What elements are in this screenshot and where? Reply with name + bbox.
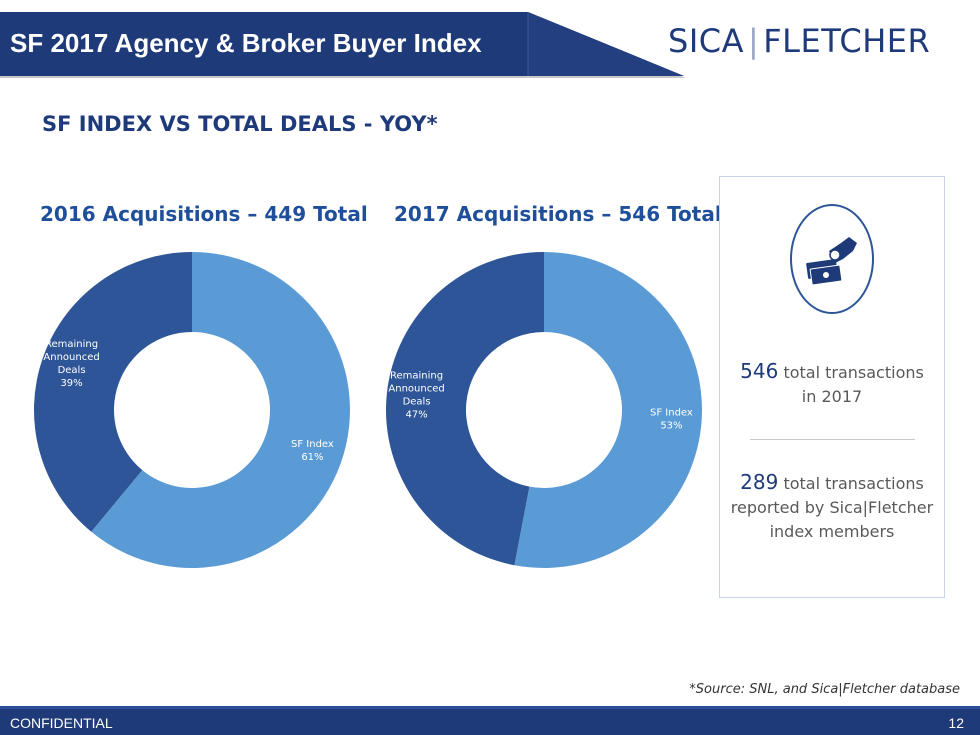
stats-card: 546 total transactions in 2017 289 total…: [719, 176, 945, 598]
page-number: 12: [948, 715, 964, 731]
chart-title-2017: 2017 Acquisitions – 546 Total: [394, 202, 722, 226]
donut-chart-2016: SF Index 61% Remaining Announced Deals 39%: [34, 252, 350, 568]
chart-title-2016: 2016 Acquisitions – 449 Total: [40, 202, 368, 226]
donut-chart-2017: SF Index 53% Remaining Announced Deals 47%: [385, 252, 702, 568]
company-logo: SICA | FLETCHER: [668, 22, 930, 60]
card-divider: [750, 439, 915, 440]
donut-slice-sf-index: [91, 252, 350, 568]
source-note: *Source: SNL, and Sica|Fletcher database: [689, 682, 960, 697]
donut-data-label: Remaining Announced Deals 39%: [43, 339, 99, 389]
stat-index-transactions: 289 total transactions reported by Sica|…: [720, 470, 944, 544]
stat-total-transactions: 546 total transactions in 2017: [720, 359, 944, 409]
stat1-line2: in 2017: [801, 387, 863, 406]
logo-right-text: FLETCHER: [763, 22, 931, 60]
stat2-line2: reported by Sica|Fletcher: [730, 498, 934, 517]
confidential-label: CONFIDENTIAL: [10, 715, 113, 731]
hand-money-icon: [790, 204, 874, 314]
donut-data-label: SF Index 53%: [650, 408, 693, 432]
stat2-line1: total transactions: [783, 474, 924, 493]
donut-slice-remaining-deals: [34, 252, 192, 532]
donut-data-label: SF Index 61%: [291, 439, 334, 463]
section-title: SF INDEX VS TOTAL DEALS - YOY*: [42, 112, 438, 136]
logo-left-text: SICA: [668, 22, 744, 60]
donut-data-label: Remaining Announced Deals 47%: [388, 370, 444, 420]
stat1-number: 546: [740, 359, 779, 383]
stat2-line3: index members: [769, 522, 895, 541]
logo-separator: |: [747, 22, 760, 60]
header-banner: [0, 12, 686, 78]
stat2-number: 289: [740, 470, 779, 494]
donut-slice-sf-index: [514, 252, 702, 568]
page-title: SF 2017 Agency & Broker Buyer Index: [10, 28, 482, 58]
stat1-line1: total transactions: [783, 363, 924, 382]
donut-slice-remaining-deals: [385, 252, 544, 566]
footer-bar: CONFIDENTIAL 12: [0, 706, 980, 735]
